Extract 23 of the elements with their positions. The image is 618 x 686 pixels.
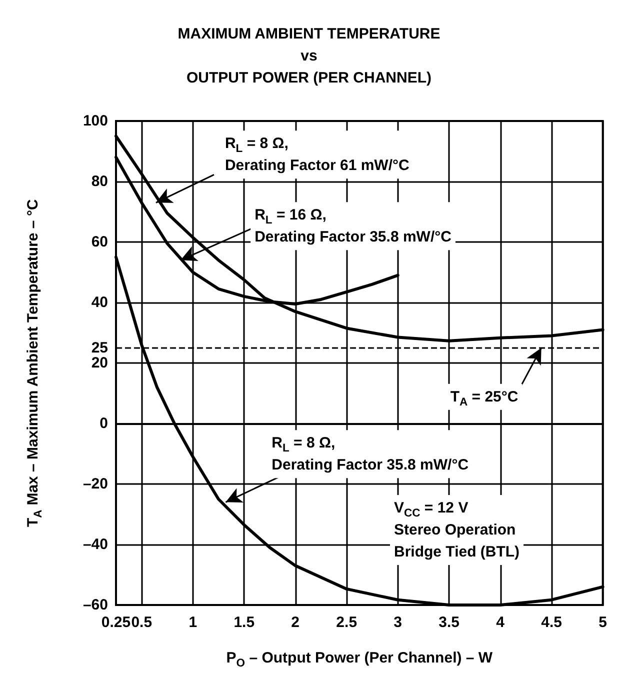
x-tick-label: 0.25	[101, 614, 131, 631]
chart-title: MAXIMUM AMBIENT TEMPERATURE vs OUTPUT POWER (PER CHANNEL)	[178, 26, 440, 86]
x-tick-label: 4	[496, 614, 506, 631]
x-tick-label: 0.5	[131, 614, 152, 631]
y-tick-label: –20	[82, 476, 108, 492]
y-tick-label: –60	[82, 596, 108, 614]
y-tick-label: 0	[100, 415, 108, 432]
y-tick-label: 25	[91, 339, 108, 356]
y-tick-label: 60	[91, 234, 108, 250]
x-tick-label: 1	[188, 614, 198, 631]
y-tick-label: –40	[82, 536, 108, 553]
x-tick-label: 2.5	[336, 614, 358, 631]
x-tick-label: 2	[291, 614, 300, 631]
x-tick-label: 3	[394, 614, 402, 631]
y-tick-label: 100	[82, 112, 108, 130]
x-tick-label: 4.5	[541, 614, 562, 631]
x-tick-label: 1.5	[234, 614, 255, 631]
x-tick-label: 3.5	[438, 614, 460, 631]
x-tick-label: 5	[598, 614, 607, 631]
y-tick-label: 80	[91, 173, 108, 190]
y-tick-label: 40	[91, 294, 108, 311]
y-axis-title: TA Max – Maximum Ambient Temperature – °C	[24, 199, 44, 528]
y-tick-label: 20	[91, 354, 108, 372]
